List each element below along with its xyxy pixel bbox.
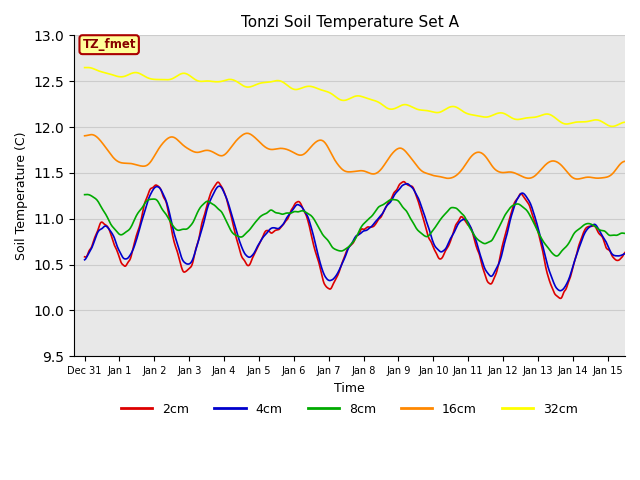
Y-axis label: Soil Temperature (C): Soil Temperature (C) [15,132,28,260]
Text: TZ_fmet: TZ_fmet [83,38,136,51]
X-axis label: Time: Time [334,382,365,395]
Title: Tonzi Soil Temperature Set A: Tonzi Soil Temperature Set A [241,15,459,30]
Legend: 2cm, 4cm, 8cm, 16cm, 32cm: 2cm, 4cm, 8cm, 16cm, 32cm [116,398,583,420]
